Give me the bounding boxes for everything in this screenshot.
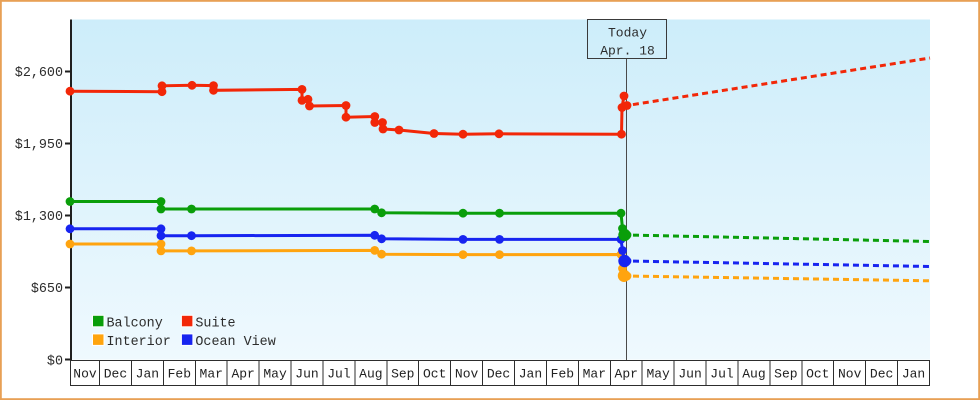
svg-text:Oct: Oct — [806, 367, 829, 382]
svg-text:$0: $0 — [47, 354, 63, 369]
svg-text:Nov: Nov — [838, 367, 862, 382]
svg-text:$2,600: $2,600 — [15, 66, 63, 81]
svg-text:$650: $650 — [31, 282, 63, 297]
svg-text:Jan: Jan — [136, 367, 159, 382]
svg-text:Mar: Mar — [583, 367, 606, 382]
svg-text:Aug: Aug — [359, 367, 382, 382]
svg-text:Mar: Mar — [200, 367, 223, 382]
svg-text:Today: Today — [608, 26, 647, 41]
svg-text:May: May — [646, 367, 670, 382]
svg-text:Apr. 18: Apr. 18 — [600, 44, 655, 59]
svg-text:Apr: Apr — [231, 367, 254, 382]
svg-text:Jul: Jul — [710, 367, 734, 382]
svg-text:Feb: Feb — [551, 367, 574, 382]
svg-text:Feb: Feb — [168, 367, 191, 382]
svg-text:Nov: Nov — [73, 367, 97, 382]
svg-text:Dec: Dec — [104, 367, 127, 382]
svg-text:Oct: Oct — [423, 367, 446, 382]
svg-text:Dec: Dec — [870, 367, 893, 382]
svg-text:May: May — [263, 367, 287, 382]
svg-text:$1,950: $1,950 — [15, 138, 63, 153]
svg-text:Suite: Suite — [195, 316, 235, 331]
svg-text:Dec: Dec — [487, 367, 510, 382]
svg-text:$1,300: $1,300 — [15, 210, 63, 225]
svg-text:Jul: Jul — [327, 367, 351, 382]
svg-text:Nov: Nov — [455, 367, 479, 382]
svg-text:Balcony: Balcony — [107, 316, 163, 331]
svg-text:Ocean View: Ocean View — [195, 335, 275, 350]
svg-text:Sep: Sep — [774, 367, 797, 382]
svg-text:Jun: Jun — [295, 367, 318, 382]
svg-text:Apr: Apr — [615, 367, 638, 382]
svg-text:Jan: Jan — [902, 367, 925, 382]
svg-text:Jan: Jan — [519, 367, 542, 382]
svg-text:Jun: Jun — [678, 367, 701, 382]
svg-text:Interior: Interior — [107, 335, 171, 350]
svg-text:Aug: Aug — [742, 367, 765, 382]
svg-text:Sep: Sep — [391, 367, 414, 382]
